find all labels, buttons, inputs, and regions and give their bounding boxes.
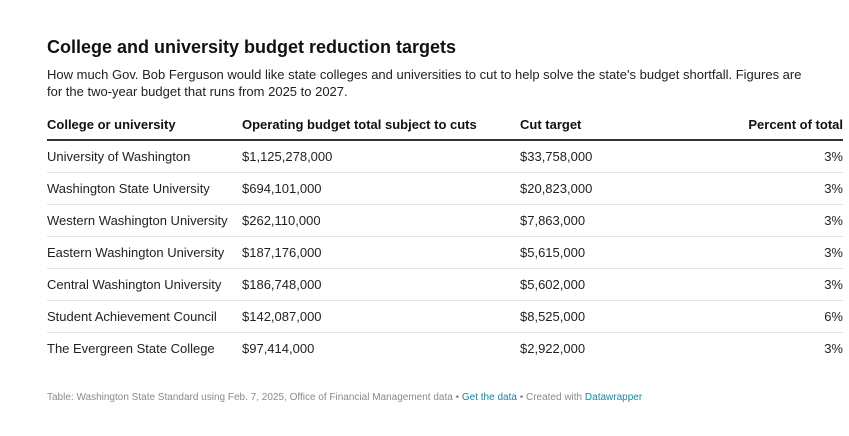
budget-table: College or university Operating budget t…: [47, 117, 843, 364]
table-row: The Evergreen State College $97,414,000 $2…: [47, 333, 843, 365]
table-chart: College and university budget reduction …: [47, 36, 843, 364]
cell-percent: 6%: [680, 300, 843, 333]
table-row: Student Achievement Council $142,087,000 $…: [47, 300, 843, 333]
get-the-data-link[interactable]: Get the data: [461, 392, 517, 403]
column-header-operating-budget[interactable]: Operating budget total subject to cuts: [242, 117, 520, 141]
cell-cut-target: $20,823,000: [520, 172, 680, 205]
cell-cut-target: $33,758,000: [520, 140, 680, 173]
cell-cut-target: $5,602,000: [520, 268, 680, 301]
cell-percent: 3%: [824, 340, 843, 356]
datawrapper-link[interactable]: Datawrapper: [584, 392, 643, 403]
footer-separator: •: [452, 392, 462, 403]
column-header-percent[interactable]: Percent of total: [680, 117, 843, 141]
cell-college: Central Washington University: [47, 268, 242, 301]
cell-percent: 3%: [680, 204, 843, 237]
cell-cut-target: $5,615,000: [520, 236, 680, 269]
table-header-row: College or university Operating budget t…: [47, 117, 843, 141]
cell-percent: 3%: [680, 172, 843, 205]
cell-operating-budget: $186,748,000: [242, 268, 520, 301]
cell-operating-budget: $142,087,000: [242, 300, 520, 333]
table-body: University of Washington $1,125,278,000 $3…: [47, 140, 843, 364]
cell-college: Washington State University: [47, 172, 242, 205]
cell-college: Eastern Washington University: [47, 236, 242, 269]
cell-operating-budget: $97,414,000: [242, 340, 315, 356]
table-row: Washington State University $694,101,000 $…: [47, 172, 843, 205]
table-row: Western Washington University $262,110,00…: [47, 204, 843, 237]
table-row: Central Washington University $186,748,00…: [47, 268, 843, 301]
cell-percent: 3%: [680, 140, 843, 173]
column-header-college[interactable]: College or university: [47, 117, 242, 141]
cell-college: University of Washington: [47, 140, 242, 173]
chart-subtitle: How much Gov. Bob Ferguson would like st…: [47, 67, 802, 99]
column-header-cut-target[interactable]: Cut target: [520, 117, 680, 141]
footer-created-with: • Created with: [516, 392, 585, 403]
chart-footer: Table: Washington State Standard using F…: [47, 392, 642, 404]
cell-cut-target: $8,525,000: [520, 300, 680, 333]
table-row: Eastern Washington University $187,176,00…: [47, 236, 843, 269]
cell-cut-target: $2,922,000: [520, 340, 586, 356]
cell-college: Western Washington University: [47, 204, 242, 237]
cell-cut-target: $7,863,000: [520, 204, 680, 237]
cell-college: Student Achievement Council: [47, 300, 242, 333]
cell-percent: 3%: [680, 236, 843, 269]
cell-operating-budget: $262,110,000: [242, 204, 520, 237]
cell-operating-budget: $1,125,278,000: [242, 140, 520, 173]
cell-percent: 3%: [680, 268, 843, 301]
chart-title: College and university budget reduction …: [47, 37, 457, 57]
cell-operating-budget: $694,101,000: [242, 172, 520, 205]
cell-operating-budget: $187,176,000: [242, 236, 520, 269]
source-note: Table: Washington State Standard using F…: [47, 392, 453, 403]
table-row: University of Washington $1,125,278,000 $3…: [47, 140, 843, 173]
cell-college: The Evergreen State College: [47, 340, 215, 356]
